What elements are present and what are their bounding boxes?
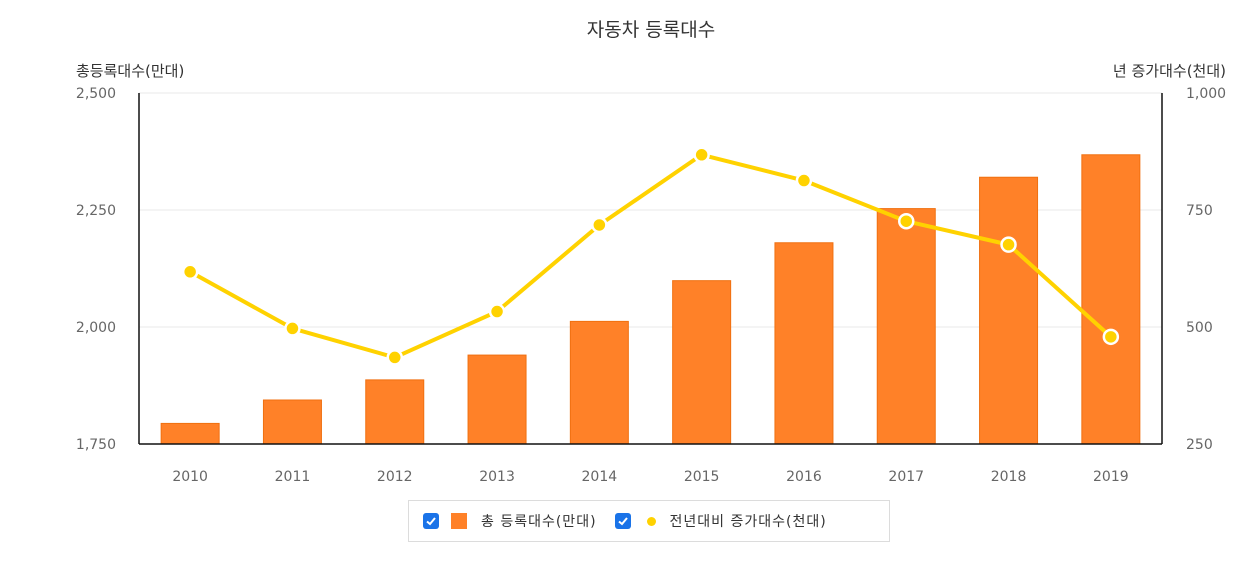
legend-item-total[interactable]: 총 등록대수(만대) [423,511,597,531]
bar [672,280,732,445]
bar [1081,154,1141,445]
left-tick-label: 2,500 [76,86,116,102]
line-point [795,172,813,189]
x-tick-label: 2013 [479,469,515,485]
x-tick-label: 2019 [1093,469,1129,485]
chart-title: 자동차 등록대수 [587,19,715,41]
line-point [1000,236,1017,253]
bar [979,176,1039,445]
legend: 총 등록대수(만대) 전년대비 증가대수(천대) [408,500,890,542]
bar [262,399,322,445]
line-point [693,146,710,164]
combo-chart: 자동차 등록대수 총등록대수(만대) 년 증가대수(천대) 1,750 2,000… [76,19,1226,485]
right-axis-title: 년 증가대수(천대) [1113,62,1226,80]
x-tick-label: 2015 [684,469,720,485]
legend-label: 전년대비 증가대수(천대) [669,514,827,530]
left-tick-label: 2,000 [76,320,116,336]
bar [774,242,834,445]
bar-series [160,154,1141,445]
right-tick-label: 750 [1186,203,1213,219]
line-point [1102,328,1120,346]
left-axis-title: 총등록대수(만대) [76,62,184,80]
axes [138,93,1163,445]
bar [569,320,629,445]
legend-label: 총 등록대수(만대) [481,514,597,530]
line-series [181,146,1120,366]
right-tick-label: 500 [1186,320,1213,336]
checkbox-icon[interactable] [423,513,439,529]
right-tick-label: 1,000 [1186,86,1226,102]
line-point [284,320,301,337]
legend-item-increase[interactable]: 전년대비 증가대수(천대) [614,511,827,531]
bar [160,422,220,445]
x-tick-label: 2017 [888,469,924,485]
x-tick-label: 2011 [275,469,311,485]
checkbox-icon[interactable] [614,513,631,529]
line-point [181,263,199,281]
right-tick-label: 250 [1186,437,1213,453]
x-tick-label: 2014 [582,469,618,485]
line-point [898,212,915,230]
legend-bar-swatch [451,513,467,529]
line-point [386,349,403,366]
bar [467,354,527,445]
left-tick-label: 1,750 [76,437,116,453]
legend-line-swatch [646,516,656,526]
x-tick-label: 2016 [786,469,822,485]
bar [365,379,425,445]
line-point [591,216,608,234]
x-tick-label: 2018 [991,469,1027,485]
line-point [488,303,506,320]
x-tick-label: 2012 [377,469,413,485]
left-tick-label: 2,250 [76,203,116,219]
x-tick-label: 2010 [172,469,208,485]
bar [876,208,936,445]
series-line [189,152,1113,360]
tick-labels: 1,750 2,000 2,250 2,500 250 500 750 1,000 2010 20… [76,86,1226,485]
